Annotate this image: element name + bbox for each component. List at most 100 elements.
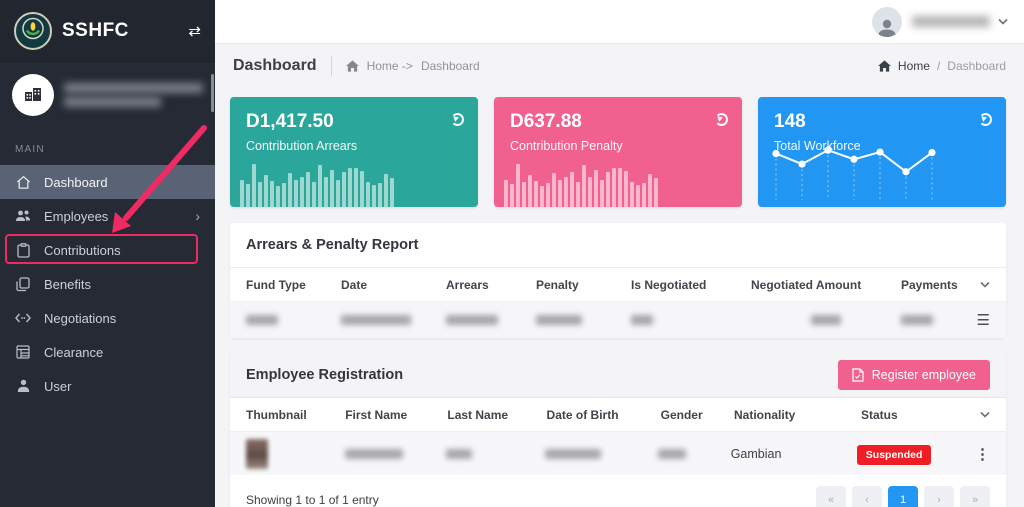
organisation-name-redacted — [64, 79, 203, 111]
sidebar-section-label: MAIN — [0, 126, 215, 165]
pagination-first-button[interactable]: « — [816, 486, 846, 507]
column-header[interactable]: First Name — [345, 408, 447, 422]
column-header[interactable]: Nationality — [734, 408, 861, 422]
card-label: Contribution Arrears — [246, 139, 462, 153]
sidebar: SSHFC ⇄ MAIN Dashboard Emp — [0, 0, 215, 507]
sidebar-toggle-icon[interactable]: ⇄ — [188, 22, 201, 40]
column-header[interactable]: Last Name — [447, 408, 546, 422]
breadcrumb-current: Dashboard — [421, 59, 480, 73]
redacted-cell — [341, 315, 411, 325]
sidebar-item-dashboard[interactable]: Dashboard — [0, 165, 215, 199]
arrears-sparkline-chart — [240, 155, 394, 207]
redacted-cell — [901, 315, 933, 325]
sidebar-item-label: User — [44, 379, 71, 394]
refresh-icon[interactable] — [451, 113, 464, 126]
home-icon — [15, 174, 31, 190]
chevron-down-icon[interactable] — [998, 18, 1008, 25]
sidebar-scrollbar[interactable] — [211, 74, 214, 112]
refresh-icon[interactable] — [715, 113, 728, 126]
table-row[interactable]: Gambian Suspended ⋮ — [230, 432, 1006, 475]
redacted-cell — [545, 449, 601, 459]
stat-cards-row: D1,417.50 Contribution Arrears D637.88 C… — [230, 97, 1006, 207]
user-avatar[interactable] — [872, 7, 902, 37]
organisation-row[interactable] — [0, 62, 215, 126]
employee-registration-panel: Employee Registration Register employee … — [230, 352, 1006, 507]
sidebar-item-user[interactable]: User — [0, 369, 215, 403]
redacted-text — [64, 83, 203, 93]
breadcrumb-home[interactable]: Home — [898, 59, 930, 73]
pagination: « ‹ 1 › » — [816, 486, 990, 507]
card-contribution-penalty[interactable]: D637.88 Contribution Penalty — [494, 97, 742, 207]
status-badge: Suspended — [857, 445, 932, 465]
workforce-line-chart — [764, 136, 949, 205]
sidebar-item-negotiations[interactable]: Negotiations — [0, 301, 215, 335]
list-grid-icon — [15, 344, 31, 360]
row-kebab-menu-icon[interactable]: ⋮ — [975, 445, 990, 463]
column-header[interactable]: Negotiated Amount — [751, 278, 901, 292]
section-title: Employee Registration — [246, 367, 403, 383]
sshfc-logo — [14, 12, 52, 50]
breadcrumb-current: Dashboard — [947, 59, 1006, 73]
redacted-cell — [631, 315, 653, 325]
breadcrumb-home[interactable]: Home -> — [367, 59, 413, 73]
row-menu-icon[interactable]: ☰ — [977, 313, 990, 328]
pagination-next-button[interactable]: › — [924, 486, 954, 507]
sidebar-item-benefits[interactable]: Benefits — [0, 267, 215, 301]
card-contribution-arrears[interactable]: D1,417.50 Contribution Arrears — [230, 97, 478, 207]
column-header[interactable]: Date — [341, 278, 446, 292]
column-header[interactable]: Payments — [901, 278, 971, 292]
pagination-prev-button[interactable]: ‹ — [852, 486, 882, 507]
arrears-panel-header: Arrears & Penalty Report — [230, 223, 1006, 268]
sidebar-item-label: Clearance — [44, 345, 103, 360]
arrears-table-header: Fund Type Date Arrears Penalty Is Negoti… — [230, 268, 1006, 302]
card-value: D637.88 — [510, 111, 726, 133]
card-label: Contribution Penalty — [510, 139, 726, 153]
column-header[interactable]: Date of Birth — [547, 408, 661, 422]
sidebar-item-label: Employees — [44, 209, 108, 224]
document-icon — [852, 368, 864, 382]
nationality-cell: Gambian — [731, 447, 857, 461]
column-header[interactable]: Thumbnail — [246, 408, 345, 422]
column-header[interactable]: Status — [861, 408, 980, 422]
user-icon — [15, 378, 31, 394]
sidebar-header: SSHFC ⇄ — [0, 0, 215, 62]
pagination-page-1-button[interactable]: 1 — [888, 486, 918, 507]
employee-table-header: Thumbnail First Name Last Name Date of B… — [230, 398, 1006, 432]
home-icon — [878, 60, 891, 72]
breadcrumb-separator: / — [937, 59, 940, 73]
column-header[interactable]: Is Negotiated — [631, 278, 751, 292]
showing-entries-text: Showing 1 to 1 of 1 entry — [246, 493, 379, 507]
redacted-cell — [246, 315, 278, 325]
column-header[interactable]: Fund Type — [246, 278, 341, 292]
column-header[interactable]: Gender — [661, 408, 734, 422]
redacted-cell — [446, 315, 498, 325]
column-header[interactable]: Arrears — [446, 278, 536, 292]
organisation-avatar — [12, 74, 54, 116]
pagination-last-button[interactable]: » — [960, 486, 990, 507]
username-redacted — [912, 16, 990, 27]
sidebar-item-contributions[interactable]: Contributions — [0, 233, 215, 267]
clipboard-icon — [15, 242, 31, 258]
person-icon — [876, 17, 898, 37]
sidebar-item-employees[interactable]: Employees › — [0, 199, 215, 233]
card-total-workforce[interactable]: 148 Total Workforce — [758, 97, 1006, 207]
sidebar-item-label: Benefits — [44, 277, 91, 292]
users-icon — [15, 208, 31, 224]
sidebar-item-clearance[interactable]: Clearance — [0, 335, 215, 369]
redacted-cell — [345, 449, 403, 459]
register-employee-button[interactable]: Register employee — [838, 360, 990, 390]
chevron-down-icon[interactable] — [980, 411, 990, 418]
sidebar-item-label: Dashboard — [44, 175, 108, 190]
breadcrumb-right: Home / Dashboard — [878, 59, 1006, 73]
table-footer: Showing 1 to 1 of 1 entry « ‹ 1 › » — [230, 475, 1006, 507]
redacted-cell — [658, 449, 686, 459]
column-header[interactable]: Penalty — [536, 278, 631, 292]
table-row[interactable]: ☰ — [230, 302, 1006, 338]
copy-icon — [15, 276, 31, 292]
section-title: Arrears & Penalty Report — [246, 237, 418, 253]
redacted-text — [64, 97, 161, 107]
refresh-icon[interactable] — [979, 113, 992, 126]
home-icon — [346, 60, 359, 72]
arrears-penalty-panel: Arrears & Penalty Report Fund Type Date … — [230, 223, 1006, 338]
chevron-down-icon[interactable] — [980, 281, 990, 288]
